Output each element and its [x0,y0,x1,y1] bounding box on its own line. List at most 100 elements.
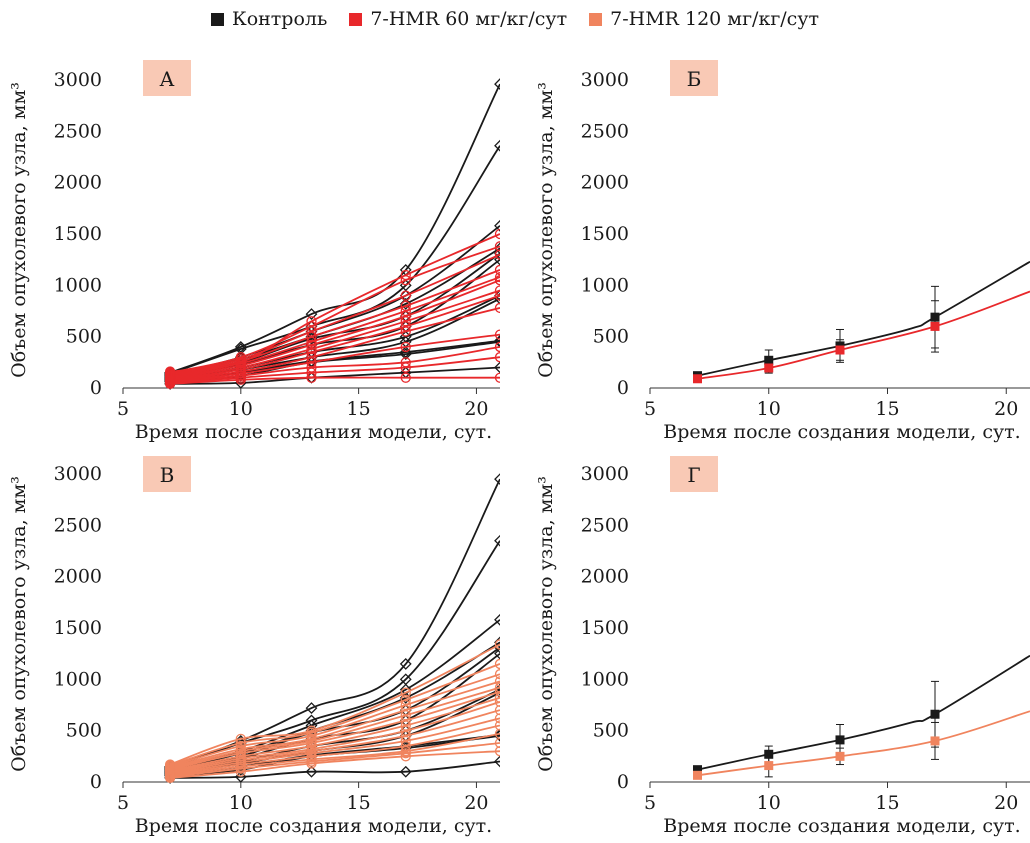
series-line [169,619,500,770]
series-line [170,333,500,382]
y-tick-label: 2500 [581,514,629,536]
y-tick-label: 500 [593,720,629,742]
data-point [306,737,317,749]
data-point [306,343,317,355]
data-point [835,751,845,761]
data-point [835,345,845,355]
legend-swatch-60 [349,12,363,26]
series-line [169,289,500,379]
data-point [235,763,246,774]
y-tick-label: 1000 [54,668,102,690]
y-tick-label: 2000 [581,172,629,194]
plot-area [164,473,500,784]
x-tick-label: 15 [875,792,899,814]
y-tick-label: 1000 [581,668,629,690]
data-point [494,372,500,383]
y-tick-label: 500 [593,326,629,348]
data-point [494,686,500,697]
legend-swatch-120 [589,12,603,26]
series-line [169,686,500,770]
panel-label: Б [687,67,702,91]
data-point [693,765,702,775]
data-point [399,658,412,670]
series-line [169,253,500,375]
data-point [494,692,500,703]
data-point [494,669,500,680]
series-line [697,654,1030,771]
data-point [494,613,500,626]
data-point [693,770,702,780]
data-point [400,326,411,337]
x-tick-label: 10 [229,792,253,814]
series-line [169,724,500,776]
data-point [930,736,940,746]
data-point [494,241,500,252]
data-point [494,219,500,232]
data-point [835,735,845,745]
panel-label-box [143,60,191,96]
series-line [169,540,500,769]
x-tick-label: 5 [644,398,656,420]
y-tick-label: 1500 [581,223,629,245]
x-tick-label: 10 [757,792,781,814]
legend-label-60: 7-HMR 60 мг/кг/сут [370,8,568,30]
data-point [399,348,412,361]
data-point [494,720,500,731]
data-point [494,737,500,749]
series-line [169,717,500,775]
data-point [494,352,500,363]
data-point [494,682,500,693]
panel-label-box [143,456,191,492]
x-tick-label: 20 [464,792,488,814]
data-point [494,228,500,240]
y-tick-label: 500 [66,326,102,348]
plot-area [693,654,1030,780]
y-tick-label: 3000 [581,463,629,485]
series-line [170,750,500,779]
series-line [169,307,500,381]
data-point [494,335,500,348]
data-point [494,676,500,687]
data-point [494,334,500,347]
legend-label-120: 7-HMR 120 мг/кг/сут [610,8,820,30]
data-point [494,534,500,547]
x-tick-label: 20 [994,792,1018,814]
panel-1: 5 10 15 20 0 500 1000 1500 2000 2500 3000 Время пос… [8,60,500,443]
y-tick-label: 1500 [54,223,102,245]
data-point [930,321,940,331]
series-line [169,276,500,377]
x-tick-label: 10 [229,398,253,420]
data-point [164,772,176,784]
x-axis-label: Время после создания модели, сут. [663,815,1020,837]
data-point [400,687,411,698]
y-axis-label: Объем опухолевого узла, мм³ [8,476,30,772]
data-point [494,696,500,708]
data-point [306,372,317,383]
data-point [494,341,500,353]
panel-label: А [159,67,174,91]
data-point [399,765,412,778]
y-tick-label: 1000 [581,274,629,296]
data-point [400,372,411,383]
data-point [494,271,500,283]
data-point [494,285,500,296]
series-line [169,690,500,771]
data-point [494,728,500,739]
y-tick-label: 1500 [581,617,629,639]
y-tick-label: 3000 [54,463,102,485]
panel-label: Г [687,463,700,487]
data-point [494,249,500,260]
x-tick-label: 15 [875,398,899,420]
legend-label-control: Контроль [231,8,328,30]
y-tick-label: 2000 [54,566,102,588]
y-tick-label: 0 [90,377,102,399]
data-point [400,341,411,353]
y-tick-label: 0 [90,771,102,793]
data-point [305,765,318,778]
data-point [930,709,940,719]
series-line [697,260,1030,377]
x-tick-label: 15 [347,398,371,420]
data-point [305,308,318,320]
data-point [400,362,411,373]
